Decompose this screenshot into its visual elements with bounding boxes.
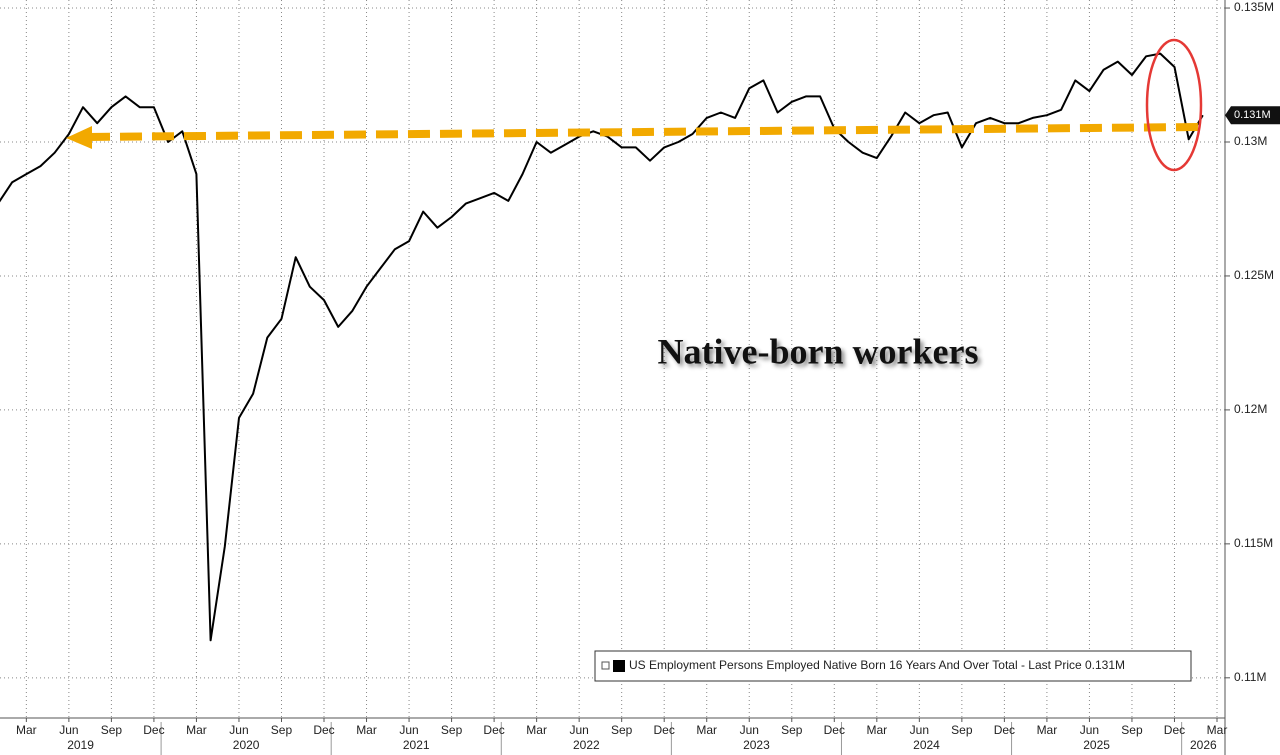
x-tick-label: Dec xyxy=(994,723,1015,737)
x-tick-label: Mar xyxy=(1207,723,1228,737)
x-tick-label: Jun xyxy=(59,723,78,737)
y-tick-label: 0.125M xyxy=(1234,268,1274,282)
x-tick-label: Mar xyxy=(866,723,887,737)
highlight-arrow xyxy=(66,123,1201,149)
x-tick-label: Jun xyxy=(399,723,418,737)
x-tick-label: Sep xyxy=(951,723,973,737)
last-price-tag: 0.131M xyxy=(1225,106,1280,125)
annotation: Native-born workers xyxy=(658,331,979,371)
arrow-shaft xyxy=(87,123,1201,141)
x-year-label: 2021 xyxy=(403,738,430,752)
x-tick-label: Sep xyxy=(611,723,633,737)
arrow-head xyxy=(66,126,92,149)
x-year-label: 2023 xyxy=(743,738,770,752)
x-year-label: 2019 xyxy=(67,738,94,752)
x-tick-label: Mar xyxy=(356,723,377,737)
last-price-box xyxy=(1225,106,1280,125)
x-year-label: 2022 xyxy=(573,738,600,752)
x-tick-label: Mar xyxy=(1037,723,1058,737)
x-tick-label: Dec xyxy=(483,723,504,737)
x-tick-label: Dec xyxy=(313,723,334,737)
highlight-circle xyxy=(1145,38,1203,172)
x-tick-label: Sep xyxy=(271,723,293,737)
x-tick-label: Dec xyxy=(824,723,845,737)
x-year-label: 2025 xyxy=(1083,738,1110,752)
last-price-label: 0.131M xyxy=(1234,109,1271,121)
legend: US Employment Persons Employed Native Bo… xyxy=(594,650,1192,682)
x-tick-label: Dec xyxy=(654,723,675,737)
x-year-label: 2026 xyxy=(1190,738,1217,752)
x-tick-label: Sep xyxy=(781,723,803,737)
x-tick-label: Mar xyxy=(16,723,37,737)
y-tick-label: 0.115M xyxy=(1234,536,1273,550)
x-tick-label: Mar xyxy=(526,723,547,737)
x-tick-label: Jun xyxy=(740,723,759,737)
x-tick-label: Jun xyxy=(229,723,248,737)
x-tick-label: Mar xyxy=(696,723,717,737)
x-tick-label: Sep xyxy=(441,723,463,737)
x-year-label: 2020 xyxy=(233,738,260,752)
x-year-label: 2024 xyxy=(913,738,940,752)
x-tick-label: Dec xyxy=(143,723,164,737)
x-tick-label: Sep xyxy=(101,723,123,737)
y-tick-label: 0.135M xyxy=(1234,0,1274,14)
legend-swatch xyxy=(613,660,625,672)
x-tick-label: Dec xyxy=(1164,723,1185,737)
legend-label: US Employment Persons Employed Native Bo… xyxy=(629,658,1125,672)
y-tick-label: 0.12M xyxy=(1234,402,1267,416)
legend-toggle xyxy=(601,661,610,670)
x-tick-label: Jun xyxy=(910,723,929,737)
x-tick-label: Jun xyxy=(1080,723,1099,737)
x-tick-label: Sep xyxy=(1121,723,1143,737)
x-tick-label: Mar xyxy=(186,723,207,737)
x-tick-label: Jun xyxy=(569,723,588,737)
legend-box xyxy=(594,650,1192,682)
y-tick-label: 0.13M xyxy=(1234,134,1267,148)
y-tick-label: 0.11M xyxy=(1234,670,1266,684)
